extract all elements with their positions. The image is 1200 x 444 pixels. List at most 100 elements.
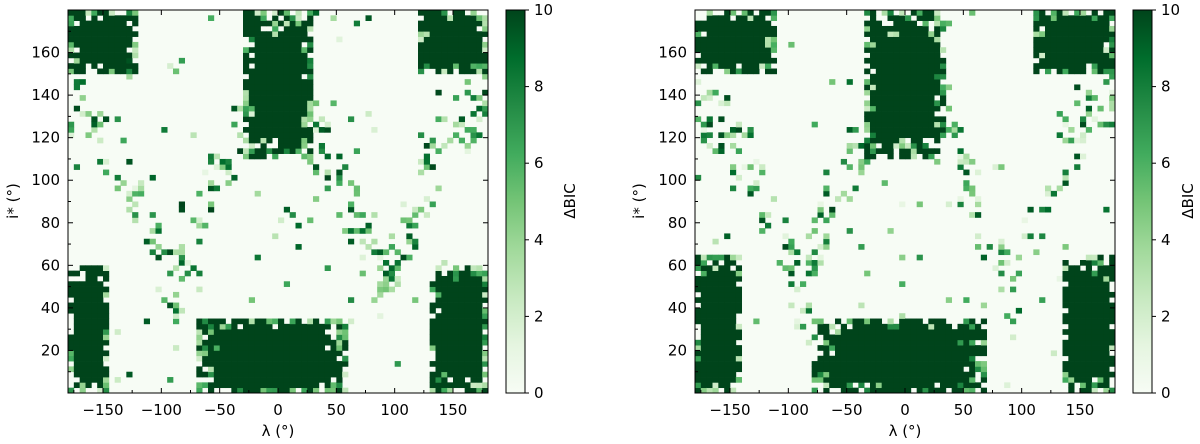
heatmap-cell [724,387,731,394]
heatmap-cell [435,350,442,357]
heatmap-cell [423,31,431,37]
heatmap-cell [254,84,261,91]
heatmap-cell [940,377,947,383]
heatmap-cell [307,329,314,335]
heatmap-cell [237,345,244,351]
heatmap-cell [441,15,448,21]
heatmap-cell [910,137,918,144]
heatmap-cell [453,302,460,309]
heatmap-cell [1033,31,1040,37]
heatmap-cell [260,371,267,378]
heatmap-cell [97,329,104,335]
heatmap-cell [817,260,824,266]
heatmap-cell [1109,313,1116,319]
heatmap-cell [476,265,483,271]
heatmap-cell [231,350,238,357]
heatmap-cell [429,307,436,314]
heatmap-cell [103,382,110,389]
heatmap-cell [464,302,471,309]
heatmap-cell [114,63,121,69]
heatmap-cell [712,302,719,309]
heatmap-cell [243,63,250,69]
heatmap-cell [905,329,912,335]
heatmap-cell [881,355,888,362]
heatmap-cell [202,355,209,362]
heatmap-cell [706,95,713,101]
heatmap-cell [79,334,86,341]
heatmap-cell [922,10,929,16]
heatmap-cell [934,158,941,165]
heatmap-cell [429,20,436,27]
heatmap-cell [132,63,139,69]
heatmap-cell [940,25,947,32]
heatmap-cell [730,25,737,32]
heatmap-cell [881,25,888,32]
heatmap-cell [916,111,923,117]
heatmap-cell [458,339,466,346]
heatmap-cell [266,318,273,325]
heatmap-cell [887,345,894,351]
heatmap-cell [464,329,471,335]
heatmap-cell [753,52,760,59]
heatmap-cell [91,366,98,373]
heatmap-cell [992,164,999,170]
heatmap-cell [1080,260,1087,266]
heatmap-cell [307,339,314,346]
heatmap-cell [103,313,110,319]
heatmap-cell [695,116,702,123]
heatmap-cell [1074,329,1081,335]
heatmap-cell [817,377,824,383]
heatmap-cell [695,313,702,319]
heatmap-cell [336,339,343,346]
heatmap-cell [934,371,941,378]
heatmap-cell [301,105,308,112]
heatmap-cell [1103,15,1110,21]
heatmap-cell [91,121,98,128]
heatmap-cell [811,249,818,256]
heatmap-cell [149,238,156,245]
heatmap-cell [910,377,918,383]
heatmap-cell [260,382,267,389]
heatmap-cell [823,366,830,373]
heatmap-cell [289,318,296,325]
heatmap-cell [359,212,366,218]
heatmap-cell [753,36,760,43]
heatmap-cell [700,25,708,32]
heatmap-cell [940,132,947,139]
heatmap-cell [301,121,308,128]
heatmap-cell [864,142,871,149]
heatmap-cell [248,79,256,85]
heatmap-cell [735,297,743,303]
heatmap-cell [254,68,261,75]
heatmap-cell [73,286,81,293]
heatmap-cell [126,158,133,165]
heatmap-cell [864,153,871,160]
heatmap-cell [120,68,127,75]
heatmap-cell [706,382,713,389]
heatmap-cell [213,329,221,335]
heatmap-cell [899,350,906,357]
heatmap-cell [260,361,267,367]
heatmap-cell [1091,318,1098,325]
heatmap-cell [724,254,731,261]
heatmap-cell [922,79,929,85]
heatmap-cell [1080,31,1087,37]
heatmap-cell [289,350,296,357]
heatmap-cell [747,164,754,170]
heatmap-cell [423,164,431,170]
heatmap-cell [254,89,261,96]
heatmap-cell [231,355,238,362]
heatmap-cell [782,265,789,271]
heatmap-cell [453,63,460,69]
heatmap-cell [85,361,92,367]
heatmap-cell [324,371,331,378]
heatmap-cell [196,334,203,341]
heatmap-cell [1045,15,1052,21]
heatmap-cell [447,137,454,144]
heatmap-cell [441,281,448,287]
heatmap-cell [441,116,448,123]
heatmap-cell [132,185,139,192]
heatmap-cell [747,10,754,16]
heatmap-cell [178,244,186,250]
heatmap-cell [1103,339,1110,346]
